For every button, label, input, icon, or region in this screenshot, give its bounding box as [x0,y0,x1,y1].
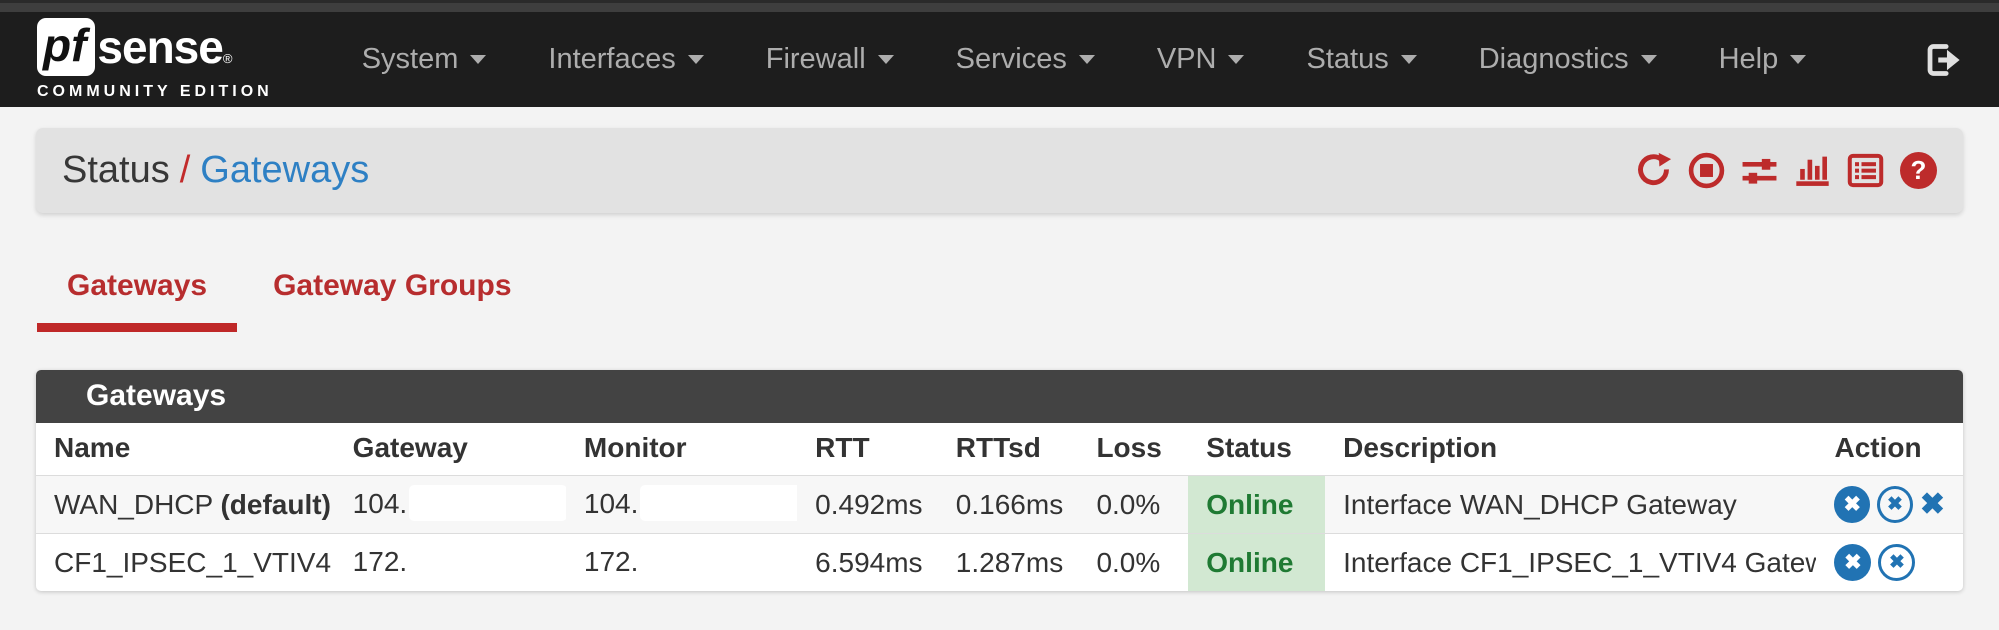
top-navbar: pf sense® COMMUNITY EDITION System Inter… [0,12,1999,107]
redacted-ip [640,543,798,580]
loss-value: 0.0% [1078,533,1189,591]
menu-item-firewall[interactable]: Firewall [766,43,894,76]
chevron-down-icon [1228,55,1245,64]
chevron-down-icon [1790,55,1807,64]
menu-item-services[interactable]: Services [956,43,1095,76]
pfsense-logo[interactable]: pf sense® COMMUNITY EDITION [37,18,273,101]
sense-logo-text: sense® [97,21,233,73]
table-header-row: Name Gateway Monitor RTT RTTsd Loss Stat… [36,423,1963,476]
tab-bar: Gateways Gateway Groups [0,255,1999,332]
col-header-name: Name [36,423,335,476]
menu-item-interfaces[interactable]: Interfaces [548,43,704,76]
col-header-monitor: Monitor [565,423,798,476]
panel-title: Gateways [36,370,1963,423]
col-header-gateway: Gateway [334,423,566,476]
chevron-down-icon [470,55,487,64]
gateway-description: Interface WAN_DHCP Gateway [1325,475,1817,534]
col-header-action: Action [1816,423,1963,476]
col-header-description: Description [1325,423,1817,476]
gateways-table: Name Gateway Monitor RTT RTTsd Loss Stat… [36,423,1963,591]
menu-item-vpn[interactable]: VPN [1157,43,1245,76]
sliders-icon[interactable] [1741,152,1778,189]
chevron-down-icon [1640,55,1657,64]
menu-item-help[interactable]: Help [1719,43,1807,76]
tab-gateway-groups[interactable]: Gateway Groups [273,269,512,302]
tab-gateways[interactable]: Gateways [37,255,238,332]
breadcrumb-section: Status [62,149,170,191]
menu-item-diagnostics[interactable]: Diagnostics [1479,43,1657,76]
gateway-description: Interface CF1_IPSEC_1_VTIV4 Gateway [1325,533,1817,591]
gateway-address: 104. [334,475,566,534]
menu-item-system[interactable]: System [362,43,487,76]
help-icon[interactable]: ? [1900,152,1937,189]
status-badge: Online [1188,475,1326,534]
header-action-icons: ? [1635,152,1937,189]
page-header: Status / Gateways [36,128,1963,213]
col-header-rtt: RTT [797,423,938,476]
gateway-name: WAN_DHCP (default) [36,475,335,534]
times-circle-outline-icon[interactable]: ✖ [1878,544,1916,581]
gateway-name: CF1_IPSEC_1_VTIV4 [36,533,335,591]
breadcrumb-separator: / [179,149,191,191]
chevron-down-icon [1078,55,1095,64]
table-row: WAN_DHCP (default) 104. 104. 0.492ms 0.1… [36,475,1963,534]
col-header-loss: Loss [1078,423,1189,476]
chevron-down-icon [687,55,704,64]
window-top-strip [0,0,1999,12]
chevron-down-icon [877,55,894,64]
list-icon[interactable] [1847,152,1884,189]
gateways-panel: Gateways Name Gateway Monitor RTT RTTsd … [36,370,1963,591]
times-circle-outline-icon[interactable]: ✖ [1877,486,1913,523]
chart-bar-icon[interactable] [1794,152,1831,189]
redacted-ip [409,543,566,580]
pf-logo-mark: pf [37,18,96,76]
status-badge: Online [1188,533,1326,591]
stop-circle-icon[interactable] [1688,152,1725,189]
monitor-address: 104. [565,475,798,534]
sign-out-icon[interactable] [1924,41,1962,79]
main-menu: System Interfaces Firewall Services VPN … [331,43,1838,76]
col-header-status: Status [1188,423,1326,476]
rttsd-value: 0.166ms [937,475,1079,534]
action-cell: ✖ ✖ [1816,533,1963,591]
rtt-value: 6.594ms [797,533,938,591]
table-row: CF1_IPSEC_1_VTIV4 172. 172. 6.594ms 1.28… [36,533,1963,591]
community-edition-label: COMMUNITY EDITION [37,83,273,100]
rttsd-value: 1.287ms [937,533,1079,591]
registered-mark: ® [222,51,233,66]
rtt-value: 0.492ms [797,475,938,534]
loss-value: 0.0% [1078,475,1189,534]
times-icon[interactable]: ✖ [1919,487,1945,521]
breadcrumb-page[interactable]: Gateways [200,149,370,191]
redacted-ip [640,485,798,522]
refresh-icon[interactable] [1635,152,1672,189]
times-circle-solid-icon[interactable]: ✖ [1834,486,1871,523]
times-circle-solid-icon[interactable]: ✖ [1834,544,1872,581]
monitor-address: 172. [565,533,798,591]
menu-item-status[interactable]: Status [1306,43,1417,76]
redacted-ip [409,485,566,522]
action-cell: ✖ ✖ ✖ [1816,475,1963,534]
chevron-down-icon [1400,55,1417,64]
gateway-address: 172. [334,533,566,591]
breadcrumb: Status / Gateways [62,149,369,192]
col-header-rttsd: RTTsd [937,423,1079,476]
